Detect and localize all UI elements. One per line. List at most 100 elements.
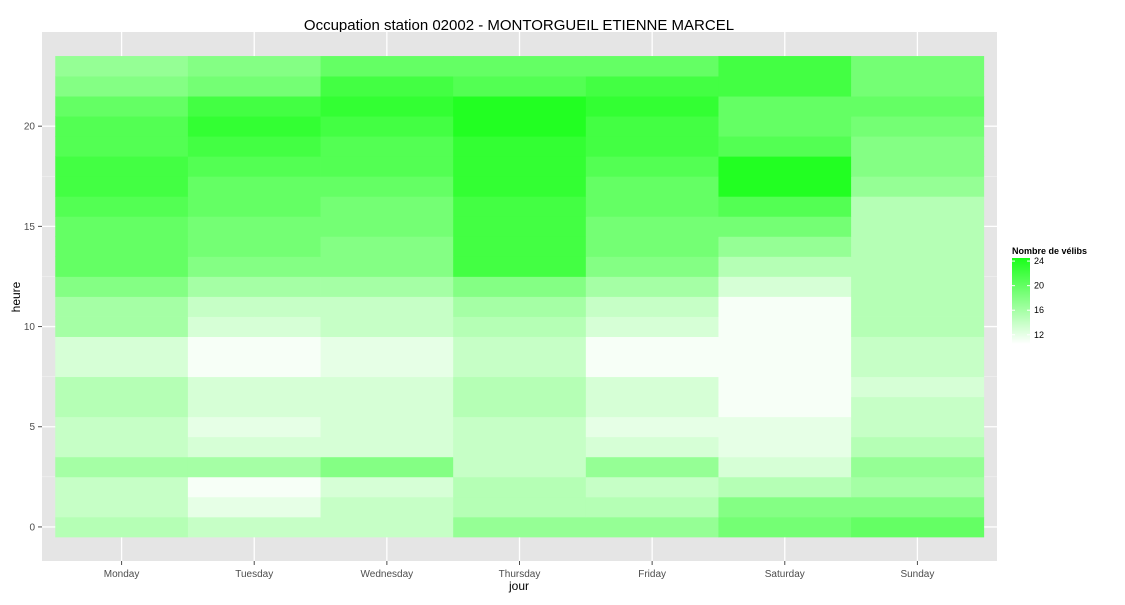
heatmap-cell-tuesday-h16 (187, 196, 321, 217)
heatmap-cell-thursday-h8 (453, 356, 587, 378)
heatmap-cell-tuesday-h10 (187, 316, 321, 337)
heatmap-cell-thursday-h14 (453, 236, 587, 257)
heatmap-cell-friday-h20 (585, 116, 719, 137)
y-axis-title: heure (9, 281, 23, 312)
x-tick-label-wednesday: Wednesday (361, 569, 414, 580)
heatmap-cell-thursday-h19 (453, 136, 587, 157)
heatmap-cell-saturday-h19 (718, 136, 852, 157)
heatmap-cell-tuesday-h5 (187, 416, 321, 438)
heatmap-cell-monday-h22 (55, 76, 189, 97)
y-tick-label-20: 20 (24, 122, 36, 133)
heatmap-cell-wednesday-h23 (320, 56, 454, 77)
heatmap-cell-thursday-h3 (453, 456, 587, 478)
heatmap-cell-thursday-h0 (453, 516, 587, 538)
heatmap-cell-sunday-h13 (851, 256, 985, 277)
heatmap-cell-wednesday-h11 (320, 296, 454, 317)
heatmap-cell-thursday-h6 (453, 396, 587, 418)
heatmap-cell-friday-h18 (585, 156, 719, 177)
heatmap-cell-monday-h23 (55, 56, 189, 77)
heatmap-cell-saturday-h17 (718, 176, 852, 197)
heatmap-cell-monday-h13 (55, 256, 189, 277)
heatmap-cell-saturday-h0 (718, 516, 852, 538)
heatmap-cell-wednesday-h3 (320, 456, 454, 478)
heatmap-cell-wednesday-h12 (320, 276, 454, 297)
y-tick-label-10: 10 (24, 322, 36, 333)
heatmap-cell-monday-h8 (55, 356, 189, 378)
heatmap-cell-saturday-h3 (718, 456, 852, 478)
heatmap-cell-sunday-h18 (851, 156, 985, 177)
heatmap-cell-saturday-h13 (718, 256, 852, 277)
heatmap-cell-wednesday-h10 (320, 316, 454, 337)
heatmap-cell-monday-h19 (55, 136, 189, 157)
heatmap-cell-friday-h0 (585, 516, 719, 538)
legend-label-12: 12 (1034, 330, 1044, 340)
heatmap-cell-monday-h0 (55, 516, 189, 538)
heatmap-cell-wednesday-h6 (320, 396, 454, 418)
heatmap-cell-sunday-h0 (851, 516, 985, 538)
heatmap-cell-friday-h4 (585, 436, 719, 458)
heatmap-cell-thursday-h22 (453, 76, 587, 97)
heatmap-cell-saturday-h14 (718, 236, 852, 257)
legend-label-24: 24 (1034, 256, 1044, 266)
heatmap-cell-friday-h10 (585, 316, 719, 337)
heatmap-cell-friday-h12 (585, 276, 719, 297)
heatmap-cell-friday-h11 (585, 296, 719, 317)
heatmap-cell-saturday-h7 (718, 376, 852, 398)
heatmap-cell-wednesday-h19 (320, 136, 454, 157)
heatmap-cell-friday-h15 (585, 216, 719, 237)
heatmap-cell-monday-h18 (55, 156, 189, 177)
x-tick-label-monday: Monday (104, 569, 140, 580)
heatmap-cell-tuesday-h3 (187, 456, 321, 478)
heatmap-cell-monday-h20 (55, 116, 189, 137)
heatmap-cell-friday-h7 (585, 376, 719, 398)
heatmap-cell-friday-h1 (585, 496, 719, 518)
heatmap-cell-thursday-h9 (453, 336, 587, 358)
heatmap-cell-friday-h13 (585, 256, 719, 277)
heatmap-cell-saturday-h1 (718, 496, 852, 518)
heatmap-cell-tuesday-h12 (187, 276, 321, 297)
x-tick-label-saturday: Saturday (765, 569, 805, 580)
heatmap-cell-saturday-h23 (718, 56, 852, 77)
heatmap-cell-friday-h3 (585, 456, 719, 478)
heatmap-cell-tuesday-h6 (187, 396, 321, 418)
legend-title: Nombre de vélibs (1012, 246, 1087, 256)
heatmap-cell-sunday-h14 (851, 236, 985, 257)
color-legend: Nombre de vélibs 12 16 20 24 (1012, 246, 1087, 344)
heatmap-cell-thursday-h11 (453, 296, 587, 317)
heatmap-cell-monday-h2 (55, 476, 189, 498)
heatmap-cell-tuesday-h22 (187, 76, 321, 97)
heatmap-cell-wednesday-h8 (320, 356, 454, 378)
heatmap-cell-saturday-h21 (718, 96, 852, 117)
heatmap-cell-friday-h14 (585, 236, 719, 257)
heatmap-cell-friday-h23 (585, 56, 719, 77)
heatmap-cell-sunday-h6 (851, 396, 985, 418)
heatmap-cell-sunday-h15 (851, 216, 985, 237)
heatmap-cell-wednesday-h4 (320, 436, 454, 458)
legend-ticks: 12 16 20 24 (1012, 256, 1044, 340)
heatmap-cell-tuesday-h18 (187, 156, 321, 177)
heatmap-cell-friday-h19 (585, 136, 719, 157)
y-tick-label-0: 0 (29, 522, 35, 533)
heatmap-cell-thursday-h21 (453, 96, 587, 117)
heatmap-cell-wednesday-h15 (320, 216, 454, 237)
heatmap-cell-wednesday-h7 (320, 376, 454, 398)
heatmap-cell-friday-h6 (585, 396, 719, 418)
heatmap-cell-tuesday-h23 (187, 56, 321, 77)
heatmap-cell-monday-h21 (55, 96, 189, 117)
x-axis-title: jour (508, 579, 529, 593)
x-tick-label-thursday: Thursday (499, 569, 541, 580)
heatmap-cell-monday-h16 (55, 196, 189, 217)
legend-label-20: 20 (1034, 281, 1044, 291)
heatmap-cell-monday-h7 (55, 376, 189, 398)
heatmap-cell-monday-h1 (55, 496, 189, 518)
heatmap-cell-friday-h8 (585, 356, 719, 378)
heatmap-cell-tuesday-h8 (187, 356, 321, 378)
heatmap-cell-sunday-h10 (851, 316, 985, 337)
heatmap-cell-thursday-h7 (453, 376, 587, 398)
heatmap-cell-tuesday-h13 (187, 256, 321, 277)
heatmap-cell-saturday-h9 (718, 336, 852, 358)
heatmap-cell-sunday-h1 (851, 496, 985, 518)
heatmap-cell-thursday-h2 (453, 476, 587, 498)
heatmap-cell-thursday-h17 (453, 176, 587, 197)
